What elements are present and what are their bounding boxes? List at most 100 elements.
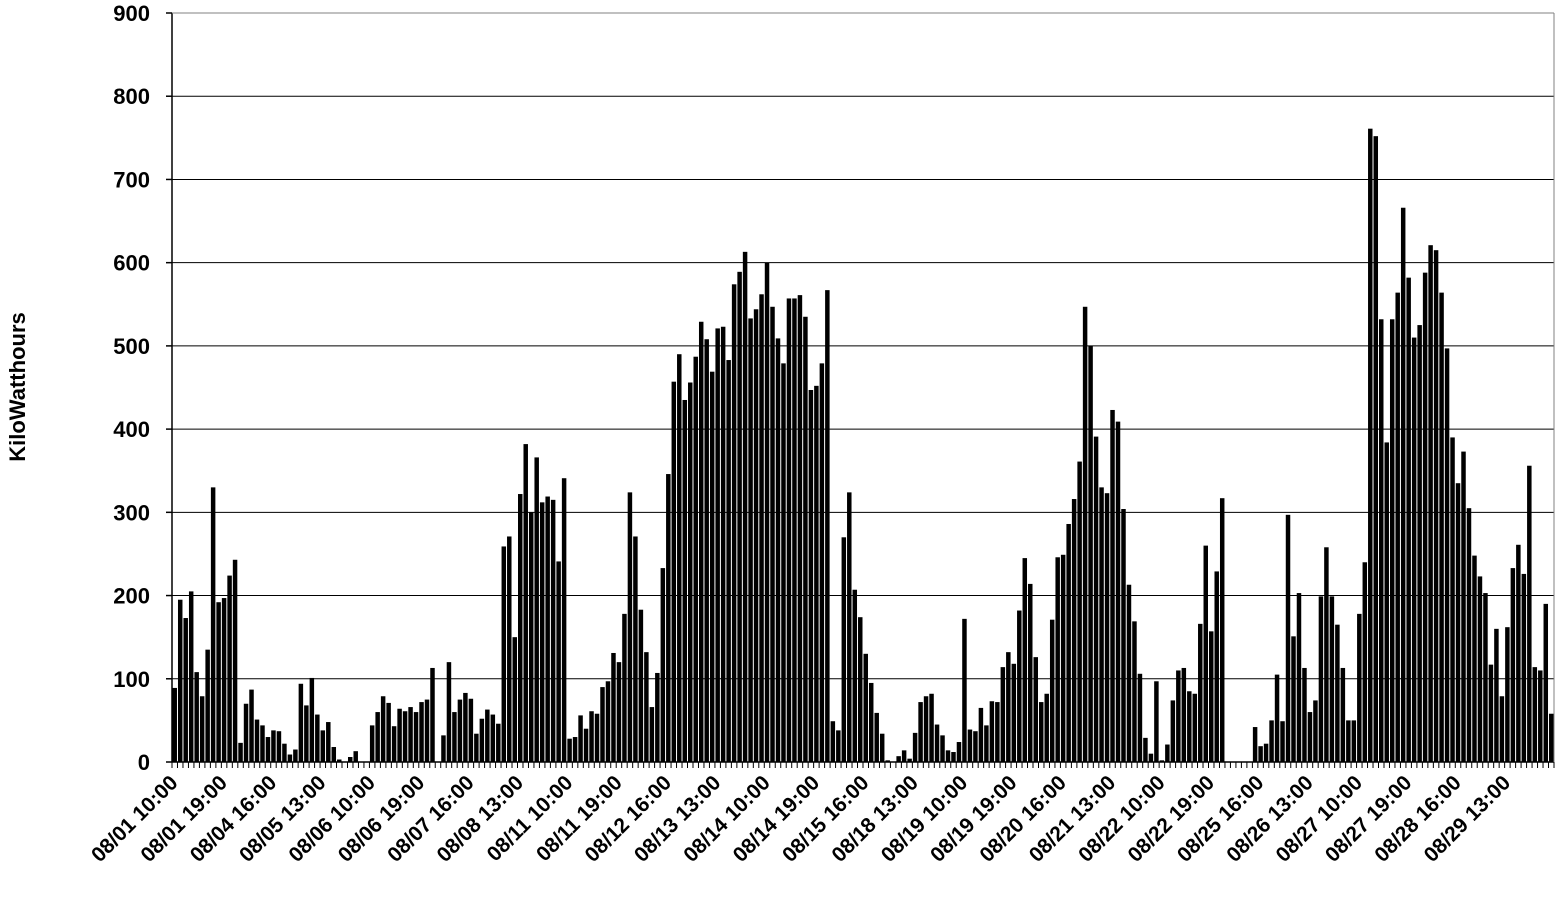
- bar-77: [594, 713, 600, 762]
- bar-189: [1209, 631, 1214, 762]
- bar-133: [901, 750, 907, 762]
- bar-166: [1082, 306, 1088, 762]
- bar-203: [1285, 514, 1291, 762]
- bar-180: [1159, 760, 1165, 762]
- bar-141: [945, 750, 951, 762]
- bar-45: [419, 702, 424, 762]
- bar-160: [1049, 619, 1055, 762]
- bar-251: [1549, 713, 1554, 762]
- bar-104: [742, 251, 748, 762]
- bar-97: [704, 339, 709, 762]
- bar-21: [287, 754, 293, 762]
- bar-80: [611, 652, 616, 762]
- bar-24: [304, 705, 309, 762]
- bar-112: [786, 298, 792, 762]
- axes: [166, 12, 1555, 768]
- bar-13: [243, 703, 249, 762]
- bar-86: [644, 652, 649, 762]
- bar-248: [1532, 667, 1538, 762]
- bar-74: [578, 715, 583, 762]
- bar-171: [1110, 409, 1115, 762]
- y-tick-labels: 0 100 200 300 400 500 600 700 800 900: [113, 1, 150, 775]
- bar-12: [238, 742, 243, 762]
- bar-6: [205, 649, 210, 762]
- bar-161: [1055, 557, 1060, 762]
- bar-229: [1428, 245, 1433, 762]
- bar-57: [485, 709, 490, 762]
- bar-105: [748, 318, 753, 762]
- bar-177: [1143, 737, 1148, 762]
- bar-212: [1335, 624, 1340, 762]
- bar-188: [1203, 545, 1208, 762]
- bar-249: [1538, 670, 1543, 762]
- bar-50: [446, 662, 452, 762]
- gridlines: [172, 12, 1554, 680]
- bar-46: [424, 699, 430, 762]
- y-tick-label-900: 900: [113, 1, 150, 26]
- bar-66: [534, 457, 539, 762]
- bar-2: [183, 618, 188, 762]
- bar-244: [1510, 568, 1516, 762]
- bar-224: [1400, 207, 1406, 763]
- bar-163: [1066, 523, 1071, 762]
- bar-52: [457, 699, 463, 762]
- bar-91: [671, 381, 677, 762]
- bar-119: [825, 290, 830, 762]
- bar-179: [1154, 681, 1159, 762]
- bar-221: [1384, 442, 1389, 762]
- bar-200: [1269, 720, 1274, 762]
- bar-9: [221, 598, 227, 762]
- bar-103: [737, 271, 742, 762]
- bar-174: [1126, 584, 1132, 762]
- bar-102: [731, 284, 737, 762]
- bar-146: [973, 731, 978, 762]
- bar-237: [1472, 555, 1477, 762]
- bar-68: [545, 496, 550, 762]
- bar-170: [1104, 493, 1110, 762]
- bar-236: [1466, 508, 1472, 762]
- bar-152: [1006, 652, 1011, 762]
- bar-79: [605, 681, 611, 762]
- bar-156: [1028, 583, 1033, 762]
- bar-70: [556, 561, 561, 762]
- bar-164: [1071, 499, 1077, 762]
- bar-0: [172, 687, 177, 762]
- bar-40: [391, 726, 397, 762]
- bar-42: [402, 711, 408, 762]
- bar-92: [677, 354, 682, 762]
- y-tick-label-300: 300: [113, 500, 150, 525]
- bar-23: [298, 683, 304, 762]
- bar-222: [1389, 319, 1395, 762]
- bar-162: [1060, 554, 1066, 762]
- bar-115: [803, 316, 808, 762]
- bar-39: [386, 702, 391, 762]
- bar-93: [682, 399, 688, 762]
- bar-147: [978, 707, 984, 762]
- bar-126: [863, 653, 868, 762]
- bar-75: [583, 728, 589, 762]
- bar-65: [528, 512, 534, 762]
- bar-201: [1274, 674, 1280, 762]
- bar-20: [282, 743, 287, 762]
- bar-239: [1483, 593, 1488, 762]
- bar-128: [874, 712, 879, 762]
- bar-219: [1373, 136, 1379, 762]
- bar-176: [1137, 673, 1143, 762]
- bar-235: [1461, 451, 1466, 762]
- bar-58: [490, 714, 496, 762]
- bar-178: [1148, 753, 1154, 762]
- y-tick-label-500: 500: [113, 334, 150, 359]
- bar-182: [1170, 700, 1176, 762]
- bar-225: [1406, 277, 1411, 762]
- bar-29: [331, 747, 337, 762]
- bar-208: [1313, 700, 1318, 762]
- bar-134: [907, 758, 912, 762]
- bar-130: [885, 760, 890, 762]
- bar-233: [1450, 437, 1455, 762]
- bar-127: [868, 682, 874, 762]
- bar-95: [693, 356, 698, 762]
- bar-144: [962, 618, 967, 762]
- bar-41: [397, 708, 402, 762]
- bar-154: [1017, 610, 1022, 762]
- bar-51: [452, 712, 457, 762]
